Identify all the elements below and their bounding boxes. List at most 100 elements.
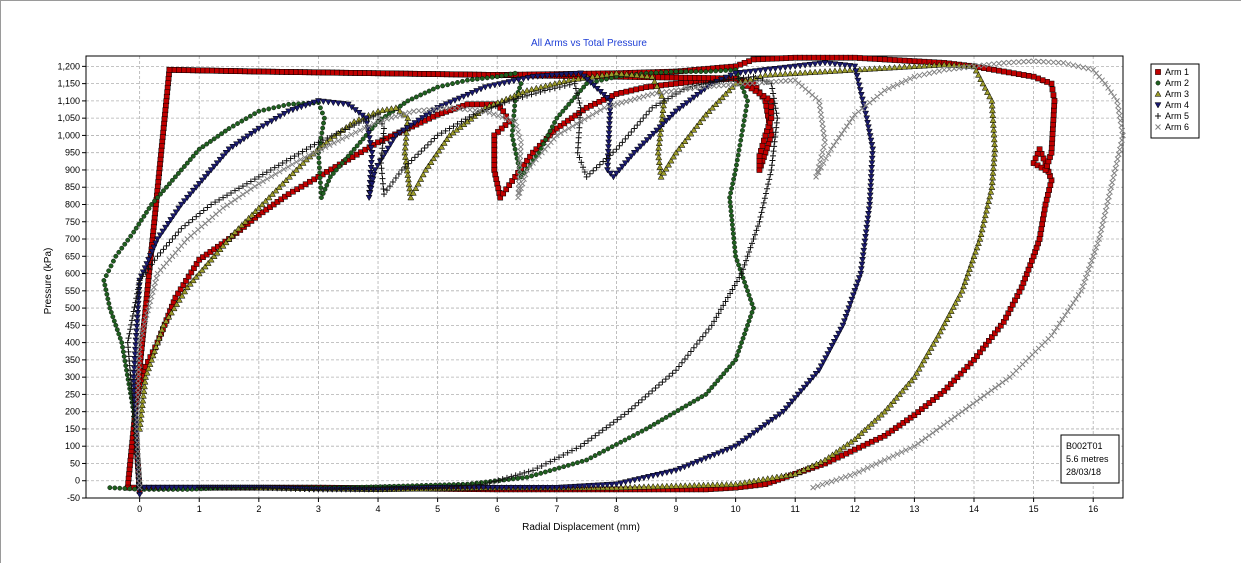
data-point bbox=[896, 63, 903, 70]
data-point bbox=[820, 144, 827, 151]
data-point bbox=[675, 408, 681, 413]
data-point bbox=[709, 385, 715, 390]
data-point bbox=[438, 130, 445, 137]
data-point bbox=[106, 268, 112, 274]
data-point bbox=[1050, 112, 1057, 118]
data-point bbox=[902, 383, 909, 391]
data-point bbox=[424, 141, 431, 148]
data-point bbox=[966, 403, 973, 410]
data-point bbox=[248, 211, 256, 218]
data-point bbox=[574, 90, 581, 97]
data-point bbox=[856, 87, 864, 94]
data-point bbox=[632, 402, 639, 409]
data-point bbox=[618, 99, 625, 106]
y-tick-label: 50 bbox=[70, 458, 80, 468]
data-point bbox=[891, 63, 898, 71]
data-point bbox=[263, 169, 270, 176]
data-point bbox=[733, 278, 740, 285]
data-point bbox=[136, 480, 143, 486]
data-point bbox=[744, 80, 751, 87]
data-point bbox=[604, 162, 612, 169]
data-point bbox=[220, 205, 226, 211]
data-point bbox=[160, 321, 167, 328]
data-point bbox=[954, 295, 962, 302]
data-point bbox=[1049, 86, 1056, 93]
legend-marker bbox=[1155, 124, 1161, 130]
data-point bbox=[124, 339, 131, 346]
data-point bbox=[691, 398, 697, 404]
data-point bbox=[1117, 117, 1124, 124]
data-point bbox=[622, 135, 629, 142]
y-tick-label: 750 bbox=[65, 217, 80, 227]
data-point bbox=[703, 69, 709, 74]
x-tick-label: 14 bbox=[969, 504, 979, 514]
data-point bbox=[737, 142, 743, 148]
data-point bbox=[520, 76, 527, 83]
data-point bbox=[186, 191, 194, 198]
data-point bbox=[809, 374, 817, 381]
data-point bbox=[532, 90, 539, 97]
data-point bbox=[730, 231, 736, 237]
data-point bbox=[498, 125, 505, 132]
data-point bbox=[466, 114, 473, 121]
data-point bbox=[1025, 73, 1032, 79]
data-point bbox=[156, 232, 164, 239]
data-point bbox=[966, 64, 972, 70]
data-point bbox=[854, 77, 862, 85]
data-point bbox=[610, 102, 617, 109]
data-point bbox=[813, 460, 820, 467]
data-point bbox=[863, 220, 871, 227]
data-point bbox=[665, 161, 672, 168]
data-point bbox=[692, 84, 698, 91]
data-point bbox=[693, 341, 700, 348]
data-point bbox=[146, 252, 154, 260]
data-point bbox=[272, 171, 279, 177]
data-point bbox=[700, 481, 707, 488]
data-point bbox=[601, 448, 607, 454]
data-point bbox=[286, 173, 293, 180]
data-point bbox=[791, 470, 799, 477]
data-point bbox=[977, 230, 985, 237]
data-point bbox=[855, 275, 863, 282]
data-point bbox=[583, 173, 590, 180]
data-point bbox=[570, 75, 577, 83]
data-point bbox=[750, 236, 757, 243]
data-point bbox=[925, 348, 933, 355]
data-point bbox=[516, 471, 523, 478]
data-point bbox=[215, 133, 221, 139]
data-point bbox=[890, 83, 896, 90]
data-point bbox=[868, 142, 876, 149]
data-point bbox=[894, 81, 901, 88]
data-point bbox=[619, 139, 626, 146]
data-point bbox=[163, 484, 171, 492]
data-point bbox=[557, 130, 564, 136]
data-point bbox=[367, 145, 375, 152]
data-point bbox=[348, 131, 355, 138]
data-point bbox=[887, 401, 894, 408]
data-point bbox=[868, 155, 876, 162]
data-point bbox=[977, 75, 985, 82]
data-point bbox=[530, 149, 536, 156]
data-point bbox=[907, 445, 914, 452]
data-point bbox=[143, 312, 150, 318]
data-point bbox=[225, 235, 233, 242]
data-point bbox=[728, 208, 734, 214]
data-point bbox=[491, 152, 498, 159]
data-point bbox=[511, 142, 517, 148]
data-point bbox=[740, 128, 745, 133]
data-point bbox=[470, 111, 477, 118]
data-point bbox=[597, 107, 604, 113]
data-point bbox=[720, 302, 727, 309]
data-point bbox=[493, 484, 501, 492]
data-point bbox=[1003, 376, 1009, 383]
data-point bbox=[740, 335, 746, 341]
data-point bbox=[177, 201, 185, 208]
data-point bbox=[247, 131, 255, 138]
data-point bbox=[866, 133, 874, 140]
data-point bbox=[843, 440, 851, 448]
data-point bbox=[516, 162, 523, 169]
data-point bbox=[668, 69, 674, 75]
data-point bbox=[1084, 270, 1091, 277]
data-point bbox=[668, 81, 674, 88]
data-point bbox=[240, 191, 246, 198]
